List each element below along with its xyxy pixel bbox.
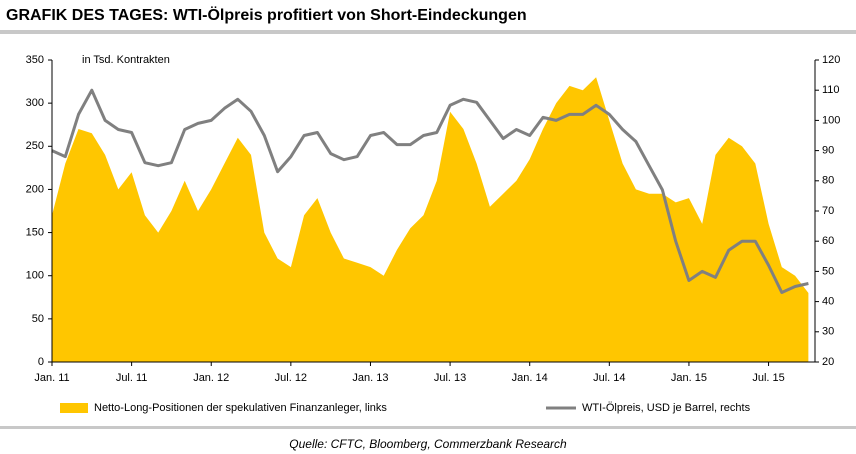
- y-tick-label: 100: [26, 270, 44, 282]
- annotation: in Tsd. Kontrakten: [82, 54, 170, 66]
- y2-tick-label: 60: [822, 235, 834, 247]
- y2-tick-label: 110: [822, 84, 840, 96]
- legend-swatch: [60, 403, 88, 413]
- source: Quelle: CFTC, Bloomberg, Commerzbank Res…: [289, 437, 567, 451]
- y-tick-label: 300: [26, 97, 44, 109]
- y-tick-label: 150: [26, 226, 44, 238]
- x-tick-label: Jul. 11: [116, 372, 148, 384]
- y2-tick-label: 50: [822, 265, 834, 277]
- legend-label: WTI-Ölpreis, USD je Barrel, rechts: [582, 402, 751, 414]
- y-tick-label: 0: [38, 356, 44, 368]
- chart-title: GRAFIK DES TAGES: WTI-Ölpreis profitiert…: [6, 5, 527, 24]
- y2-tick-label: 120: [822, 54, 840, 66]
- legend-label: Netto-Long-Positionen der spekulativen F…: [94, 402, 387, 414]
- x-tick-label: Jan. 11: [34, 372, 69, 384]
- x-tick-label: Jul. 15: [752, 372, 784, 384]
- x-tick-label: Jan. 15: [671, 372, 707, 384]
- x-tick-label: Jul. 13: [434, 372, 466, 384]
- x-tick-label: Jan. 13: [352, 372, 388, 384]
- y2-tick-label: 80: [822, 175, 834, 187]
- y2-tick-label: 90: [822, 145, 834, 157]
- y2-tick-label: 30: [822, 326, 834, 338]
- y2-tick-label: 70: [822, 205, 834, 217]
- x-tick-label: Jul. 14: [593, 372, 625, 384]
- area: [52, 77, 809, 363]
- line: [51, 88, 809, 294]
- x-tick-label: Jan. 12: [193, 372, 229, 384]
- y-tick-label: 350: [26, 54, 44, 66]
- y2-tick-label: 40: [822, 296, 834, 308]
- title-rule: [0, 30, 856, 34]
- source-rule: [0, 426, 856, 429]
- x-tick-label: Jul. 12: [275, 372, 307, 384]
- y2-tick-label: 20: [822, 356, 834, 368]
- y-tick-label: 200: [26, 183, 44, 195]
- x-tick-label: Jan. 14: [512, 372, 548, 384]
- y-tick-label: 50: [32, 313, 44, 325]
- y2-tick-label: 100: [822, 114, 840, 126]
- y-tick-label: 250: [26, 140, 44, 152]
